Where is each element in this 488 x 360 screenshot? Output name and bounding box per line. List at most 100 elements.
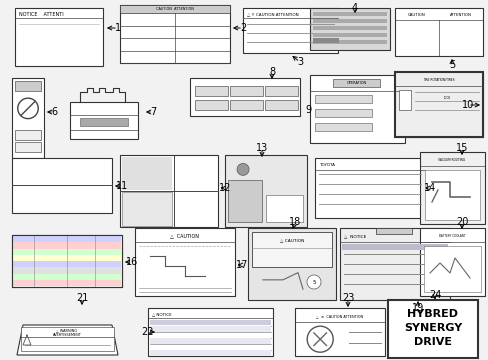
Bar: [195, 86, 227, 96]
Bar: [314, 109, 371, 117]
Bar: [120, 5, 229, 63]
Bar: [394, 8, 482, 56]
Bar: [190, 78, 299, 116]
Text: △ WARNING
AVERTISSEMENT: △ WARNING AVERTISSEMENT: [52, 329, 81, 337]
Text: 15: 15: [455, 143, 467, 153]
Bar: [423, 246, 480, 292]
Text: 12: 12: [218, 183, 231, 193]
Bar: [227, 180, 262, 222]
Bar: [398, 90, 410, 110]
Text: 5: 5: [448, 60, 454, 70]
Text: TOYOTA: TOYOTA: [318, 163, 334, 167]
Text: 13: 13: [255, 143, 267, 153]
Text: 21: 21: [76, 293, 88, 303]
Bar: [13, 280, 121, 286]
Bar: [243, 8, 337, 53]
Bar: [150, 326, 270, 332]
Bar: [13, 267, 121, 274]
Bar: [419, 228, 484, 296]
Text: △  NOTICE: △ NOTICE: [343, 234, 366, 238]
Bar: [120, 155, 218, 227]
Bar: [264, 86, 297, 96]
Bar: [13, 236, 121, 242]
Text: 5: 5: [312, 279, 315, 284]
Bar: [150, 350, 270, 356]
Bar: [12, 78, 44, 158]
Text: 16: 16: [125, 257, 138, 267]
Bar: [312, 19, 386, 23]
Bar: [13, 242, 121, 248]
Bar: [13, 248, 121, 255]
Bar: [314, 95, 371, 103]
Bar: [229, 86, 263, 96]
Bar: [195, 100, 227, 110]
Text: 4: 4: [351, 3, 357, 13]
Text: VACUUM ROUTING: VACUUM ROUTING: [438, 158, 465, 162]
Text: 6: 6: [51, 107, 57, 117]
Circle shape: [306, 326, 332, 352]
Bar: [229, 100, 263, 110]
Bar: [15, 142, 41, 152]
Text: DRIVE: DRIVE: [413, 337, 451, 347]
Bar: [12, 235, 122, 287]
Bar: [120, 5, 229, 13]
Bar: [150, 320, 270, 325]
Bar: [148, 308, 272, 356]
Text: 11: 11: [116, 181, 128, 191]
Bar: [375, 228, 411, 234]
Bar: [15, 8, 103, 66]
Bar: [70, 102, 138, 139]
Circle shape: [18, 98, 38, 119]
Bar: [314, 158, 424, 218]
Text: CAUTION  ATTENTION: CAUTION ATTENTION: [156, 7, 194, 11]
Bar: [80, 118, 128, 126]
Bar: [15, 130, 41, 140]
Circle shape: [237, 163, 248, 175]
Text: CAUTION: CAUTION: [407, 13, 425, 17]
Bar: [13, 261, 121, 267]
Text: ATTENTION: ATTENTION: [449, 13, 471, 17]
Text: LOCK: LOCK: [443, 96, 450, 100]
Polygon shape: [17, 325, 118, 355]
Text: 22: 22: [142, 327, 154, 337]
Text: 7: 7: [149, 107, 156, 117]
Text: △ CAUTION: △ CAUTION: [279, 239, 304, 243]
Text: 24: 24: [428, 290, 440, 300]
Bar: [341, 244, 447, 250]
Text: △ !! CAUTION ATTENTION: △ !! CAUTION ATTENTION: [246, 12, 298, 16]
Bar: [394, 72, 482, 137]
Bar: [13, 274, 121, 280]
Bar: [294, 308, 384, 356]
Text: 10: 10: [461, 100, 473, 110]
Text: 14: 14: [423, 183, 435, 193]
Bar: [309, 8, 389, 50]
Text: BATTERY COOLANT: BATTERY COOLANT: [438, 234, 464, 238]
Bar: [12, 235, 122, 287]
Text: 1: 1: [115, 23, 121, 33]
Text: SYNERGY: SYNERGY: [403, 323, 461, 333]
Text: 8: 8: [268, 67, 274, 77]
Bar: [394, 72, 482, 137]
Text: △ NOTICE: △ NOTICE: [152, 312, 171, 316]
Bar: [224, 155, 306, 227]
Bar: [122, 193, 172, 226]
Bar: [21, 327, 114, 351]
Bar: [251, 232, 331, 266]
Text: 3: 3: [296, 57, 303, 67]
Bar: [13, 255, 121, 261]
Text: NOTICE    ATTENTI: NOTICE ATTENTI: [19, 12, 63, 17]
Bar: [312, 12, 386, 16]
Text: 23: 23: [341, 293, 353, 303]
Text: 17: 17: [235, 260, 248, 270]
Bar: [314, 123, 371, 131]
Bar: [264, 100, 297, 110]
Bar: [12, 158, 112, 213]
Bar: [339, 228, 449, 300]
Text: 2: 2: [240, 23, 245, 33]
Text: △  ⚙  CAUTION ATTENTION: △ ⚙ CAUTION ATTENTION: [316, 314, 363, 318]
Bar: [312, 38, 338, 43]
Text: 20: 20: [455, 217, 467, 227]
Bar: [332, 79, 379, 87]
Bar: [419, 152, 484, 224]
Bar: [312, 33, 386, 37]
